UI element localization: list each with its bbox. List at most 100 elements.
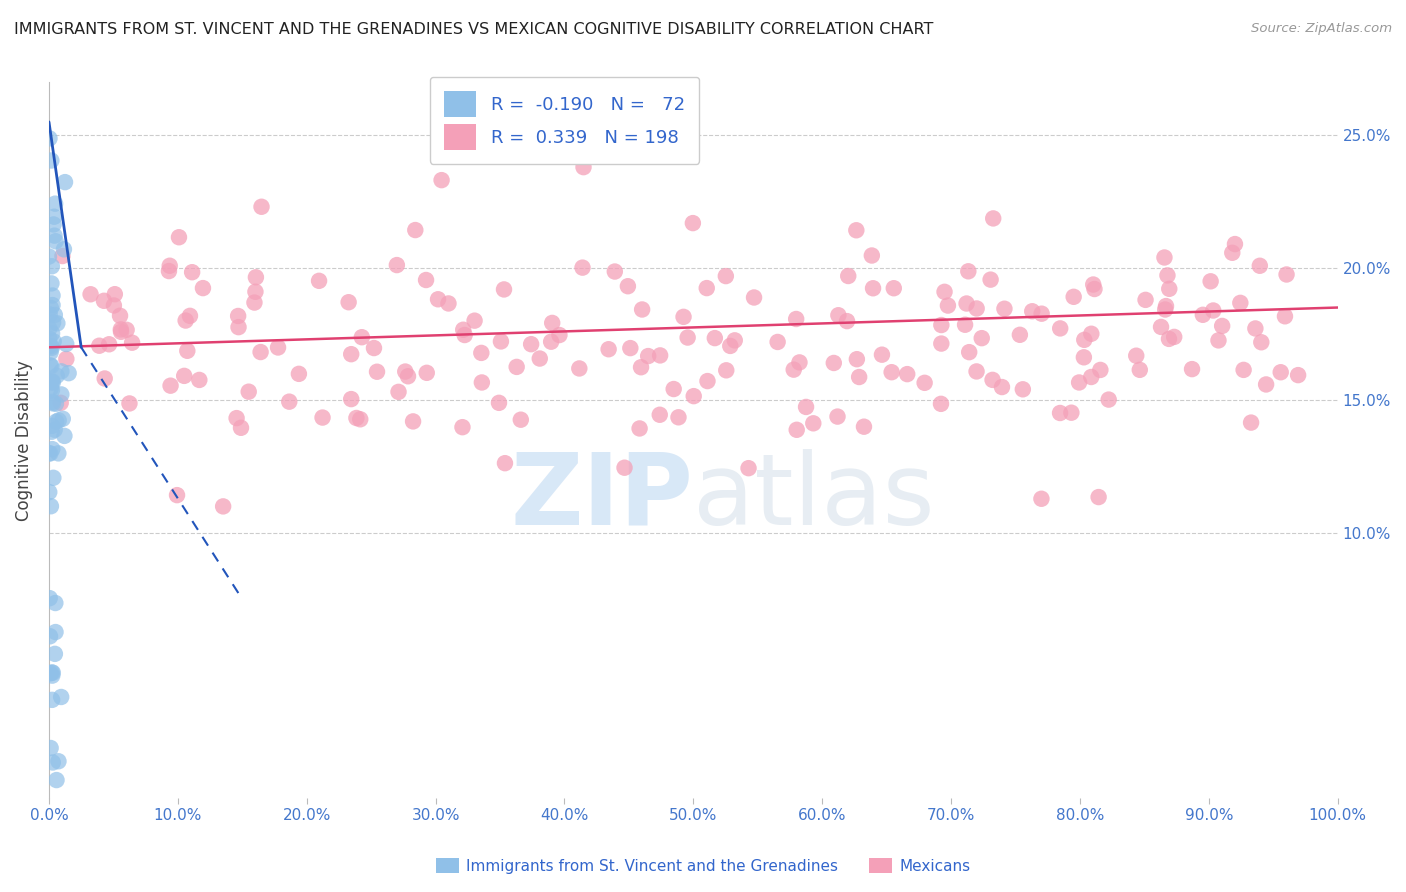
Point [1083, 277, 1105, 292]
Point [1090, 363, 1112, 377]
Point [58, 366, 80, 380]
Point [44, 647, 66, 661]
Point [650, 348, 672, 362]
Point [662, 382, 685, 396]
Text: Source: ZipAtlas.com: Source: ZipAtlas.com [1251, 22, 1392, 36]
Point [45, 415, 67, 429]
Point [179, 309, 201, 323]
Point [42, 756, 65, 770]
Point [308, 274, 330, 288]
Point [53, 175, 76, 189]
Point [1286, 368, 1309, 383]
Point [41, 288, 63, 302]
Point [936, 299, 959, 313]
Point [41, 260, 63, 274]
Point [724, 334, 747, 348]
Point [349, 412, 371, 426]
Point [385, 258, 408, 272]
Point [571, 260, 593, 275]
Point [98, 337, 121, 351]
Point [619, 341, 641, 355]
Point [110, 322, 132, 336]
Point [42, 471, 65, 485]
Point [38, 131, 60, 145]
Point [1275, 268, 1298, 282]
Point [1087, 490, 1109, 504]
Point [44, 228, 66, 243]
Point [39, 629, 62, 643]
Point [39, 345, 62, 359]
Point [39, 359, 62, 373]
Point [1080, 326, 1102, 341]
Point [966, 364, 988, 378]
Point [249, 345, 271, 359]
Point [174, 313, 197, 327]
Point [1244, 321, 1267, 335]
Point [229, 421, 252, 435]
Point [387, 384, 409, 399]
Point [991, 380, 1014, 394]
Point [870, 348, 893, 362]
Point [845, 352, 868, 367]
Point [52, 242, 75, 256]
Point [1181, 362, 1204, 376]
Point [39, 666, 62, 681]
Point [648, 408, 671, 422]
Point [366, 365, 388, 379]
Point [451, 323, 474, 337]
Point [159, 259, 181, 273]
Point [783, 362, 806, 376]
Point [118, 396, 141, 410]
Point [1154, 302, 1177, 317]
Point [38, 321, 60, 335]
Point [541, 316, 564, 330]
Point [696, 374, 718, 388]
Point [41, 339, 63, 353]
Point [44, 625, 66, 640]
Point [238, 384, 260, 399]
Point [245, 285, 267, 299]
Point [1008, 327, 1031, 342]
Point [212, 500, 235, 514]
Point [682, 216, 704, 230]
Point [38, 250, 60, 264]
Point [1154, 299, 1177, 313]
Point [827, 409, 849, 424]
Point [718, 339, 741, 353]
Point [505, 359, 527, 374]
Point [38, 591, 60, 606]
Point [45, 773, 67, 788]
Point [115, 323, 138, 337]
Point [470, 346, 492, 360]
Point [786, 423, 808, 437]
Point [931, 318, 953, 332]
Point [494, 456, 516, 470]
Point [966, 301, 988, 316]
Point [44, 210, 66, 224]
Point [108, 309, 131, 323]
Point [41, 665, 63, 680]
Point [250, 200, 273, 214]
Point [181, 265, 204, 279]
Point [628, 421, 651, 435]
Point [934, 285, 956, 299]
Point [488, 396, 510, 410]
Point [41, 384, 63, 398]
Point [41, 418, 63, 433]
Point [52, 411, 75, 425]
Point [157, 264, 180, 278]
Point [110, 325, 132, 339]
Point [93, 293, 115, 308]
Point [785, 312, 807, 326]
Point [79, 287, 101, 301]
Point [344, 411, 367, 425]
Point [48, 413, 70, 427]
Point [41, 395, 63, 409]
Point [51, 249, 73, 263]
Point [267, 341, 290, 355]
Point [49, 396, 72, 410]
Point [880, 365, 903, 379]
Point [41, 359, 63, 373]
Point [278, 394, 301, 409]
Point [41, 341, 63, 355]
